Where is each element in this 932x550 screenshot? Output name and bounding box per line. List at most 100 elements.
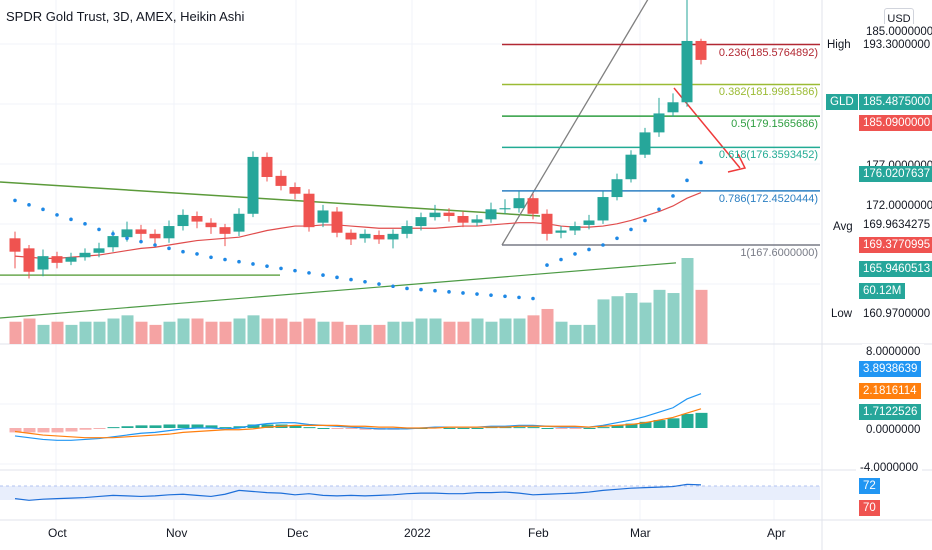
psar-dot: [685, 178, 689, 183]
volume-bar: [513, 318, 526, 344]
macd-hist-bar: [625, 423, 638, 428]
volume-bar: [625, 293, 638, 344]
macd-hist-bar: [457, 428, 470, 429]
candle-body: [541, 213, 553, 234]
psar-dot: [671, 194, 675, 198]
psar-dot: [251, 262, 255, 266]
candle-body: [233, 213, 245, 232]
psar-dot: [545, 263, 549, 267]
macd-hist-bar: [527, 427, 540, 429]
candle-body: [653, 113, 665, 133]
macd-hist-bar: [331, 428, 344, 429]
psar-dot: [321, 273, 325, 277]
price-teal: 176.0207637: [859, 166, 932, 182]
macd-hist-bar: [681, 413, 694, 428]
candle-body: [79, 252, 91, 258]
signal-value: 2.1816114: [859, 383, 921, 399]
psar-dot: [615, 236, 619, 241]
psar-dot: [209, 255, 213, 260]
candle-body: [177, 214, 189, 227]
volume-bar: [79, 321, 92, 344]
candle-body: [23, 248, 35, 272]
volume-bar: [177, 318, 190, 344]
volume-bar: [275, 318, 288, 344]
fib-label: 0.236(185.5764892): [718, 46, 818, 59]
psar-dot: [167, 246, 171, 251]
macd-value: 3.8938639: [859, 361, 922, 377]
candle-body: [625, 154, 637, 180]
chart-title: SPDR Gold Trust, 3D, AMEX, Heikin Ashi: [6, 9, 245, 24]
volume-bar: [457, 321, 470, 344]
macd-hist-bar: [303, 427, 316, 429]
volume-bar: [233, 318, 246, 344]
avg-label: Avg: [829, 219, 857, 235]
candle-body: [9, 238, 21, 252]
candle-body: [681, 40, 693, 103]
volume-bar: [611, 296, 624, 344]
rsi-level: 70: [859, 500, 880, 516]
candle-body: [667, 102, 679, 113]
volume-bar: [401, 321, 414, 344]
volume-bar: [527, 315, 540, 344]
candle-body: [191, 216, 203, 222]
psar-dot: [97, 227, 101, 232]
fib-label: 1(167.6000000): [740, 247, 818, 259]
candle-body: [583, 220, 595, 225]
ma-green-value: 165.9460513: [859, 261, 932, 277]
x-tick: Dec: [287, 526, 309, 540]
volume-bar: [569, 324, 582, 344]
macd-hist-bar: [107, 427, 120, 429]
volume-bar: [639, 302, 652, 344]
candle-body: [457, 216, 469, 223]
volume-bar: [541, 308, 554, 344]
x-tick: Oct: [48, 526, 67, 540]
volume-bar: [499, 318, 512, 344]
candle-body: [485, 209, 497, 220]
volume-bar: [653, 289, 666, 344]
volume-bar: [65, 324, 78, 344]
rsi-pane: [0, 483, 820, 501]
macd-hist-bar: [611, 425, 624, 428]
candle-body: [303, 193, 315, 228]
candle-body: [611, 179, 623, 198]
candle-body: [121, 229, 133, 238]
volume-bar: [485, 321, 498, 344]
volume-bar: [163, 321, 176, 344]
volume-bar: [415, 318, 428, 344]
volume-bar: [471, 318, 484, 344]
macd-hist-bar: [65, 428, 78, 432]
macd-hist-bar: [583, 428, 596, 429]
candle-body: [443, 212, 455, 217]
macd-hist-bar: [597, 427, 610, 429]
macd-hist-bar: [247, 424, 260, 428]
candle-body: [387, 233, 399, 240]
candle-body: [163, 226, 175, 239]
psar-dot: [265, 264, 269, 268]
candle-body: [513, 198, 525, 209]
macd-hist-bar: [345, 428, 358, 429]
macd-hist-bar: [9, 428, 22, 433]
candle-body: [345, 232, 357, 240]
macd-hist-bar: [93, 428, 106, 429]
rsi-value: 72: [859, 478, 880, 494]
psar-dot: [181, 249, 185, 254]
volume-bar: [51, 321, 64, 344]
high-label: High: [823, 37, 855, 53]
macd-hist-bar: [37, 428, 50, 433]
psar-dot: [391, 284, 395, 289]
psar-dot: [153, 243, 157, 247]
macd-hist-bar: [317, 428, 330, 429]
avg-value: 169.9634275: [859, 217, 932, 233]
ma-red-line: [14, 192, 702, 259]
macd-hist-bar: [177, 424, 190, 428]
psar-dot: [405, 286, 409, 291]
macd-hist-bar: [191, 424, 204, 428]
macd-hist-bar: [289, 425, 302, 428]
candle-body: [639, 132, 651, 155]
macd-hist-bar: [149, 425, 162, 428]
candle-body: [499, 208, 511, 210]
psar-dot: [517, 295, 521, 300]
x-tick: Mar: [630, 526, 651, 540]
candle-body: [205, 222, 217, 228]
